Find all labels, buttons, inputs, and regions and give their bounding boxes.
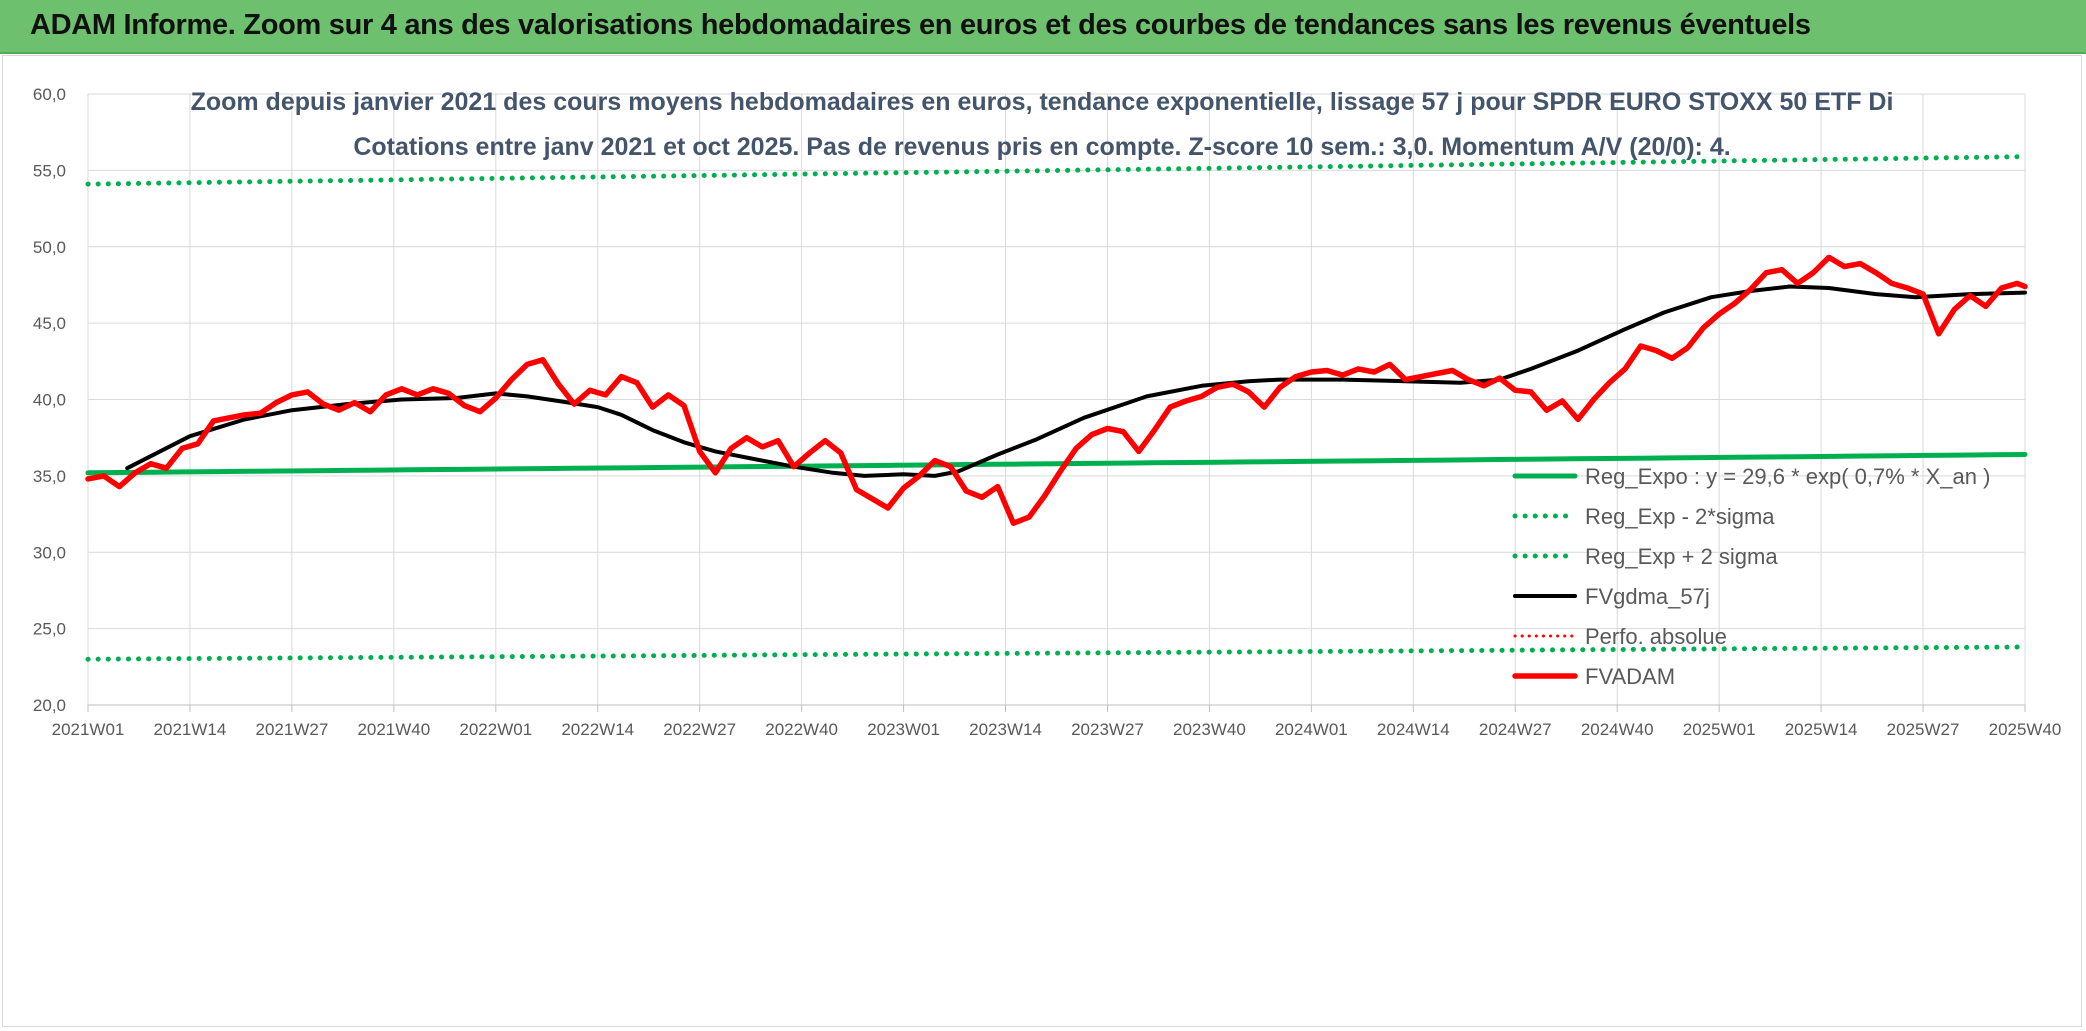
y-tick-label: 50,0 (33, 238, 66, 257)
legend-label-reg-expo: Reg_Expo : y = 29,6 * exp( 0,7% * X_an ) (1585, 464, 1990, 489)
chart-subtitle: Cotations entre janv 2021 et oct 2025. P… (353, 133, 1730, 161)
line-chart: Zoom depuis janvier 2021 des cours moyen… (3, 56, 2081, 1026)
x-tick-label: 2023W27 (1071, 720, 1144, 739)
x-tick-label: 2022W14 (561, 720, 634, 739)
series-line-reg-minus-2sigma (88, 647, 2025, 659)
y-tick-label: 55,0 (33, 161, 66, 180)
legend-label-perfo-absolue: Perfo. absolue (1585, 624, 1727, 649)
report-title: ADAM Informe. Zoom sur 4 ans des valoris… (30, 9, 1811, 42)
legend-label-fvadam: FVADAM (1585, 664, 1675, 689)
x-tick-label: 2024W40 (1581, 720, 1654, 739)
x-tick-label: 2025W40 (1989, 720, 2062, 739)
x-tick-label: 2022W01 (459, 720, 532, 739)
x-tick-label: 2024W01 (1275, 720, 1348, 739)
y-tick-label: 35,0 (33, 467, 66, 486)
x-tick-label: 2022W40 (765, 720, 838, 739)
x-tick-label: 2024W27 (1479, 720, 1552, 739)
y-tick-label: 40,0 (33, 391, 66, 410)
x-tick-label: 2025W01 (1683, 720, 1756, 739)
x-tick-label: 2025W14 (1785, 720, 1858, 739)
x-tick-label: 2021W14 (154, 720, 227, 739)
x-tick-label: 2021W27 (256, 720, 329, 739)
report-header-bar: ADAM Informe. Zoom sur 4 ans des valoris… (0, 0, 2086, 54)
x-tick-label: 2024W14 (1377, 720, 1450, 739)
y-tick-label: 45,0 (33, 314, 66, 333)
chart-title: Zoom depuis janvier 2021 des cours moyen… (191, 88, 1894, 116)
y-tick-label: 30,0 (33, 543, 66, 562)
x-tick-label: 2023W14 (969, 720, 1042, 739)
x-tick-label: 2025W27 (1887, 720, 1960, 739)
y-tick-label: 60,0 (33, 85, 66, 104)
x-tick-label: 2021W40 (357, 720, 430, 739)
chart-area: Zoom depuis janvier 2021 des cours moyen… (2, 55, 2082, 1027)
legend-label-reg-minus-2sigma: Reg_Exp - 2*sigma (1585, 504, 1775, 529)
x-tick-label: 2022W27 (663, 720, 736, 739)
x-tick-label: 2021W01 (52, 720, 125, 739)
y-tick-label: 20,0 (33, 696, 66, 715)
x-tick-label: 2023W40 (1173, 720, 1246, 739)
y-tick-label: 25,0 (33, 620, 66, 639)
legend-label-fvgdma: FVgdma_57j (1585, 584, 1710, 609)
x-tick-label: 2023W01 (867, 720, 940, 739)
legend-label-reg-plus-2sigma: Reg_Exp + 2 sigma (1585, 544, 1778, 569)
